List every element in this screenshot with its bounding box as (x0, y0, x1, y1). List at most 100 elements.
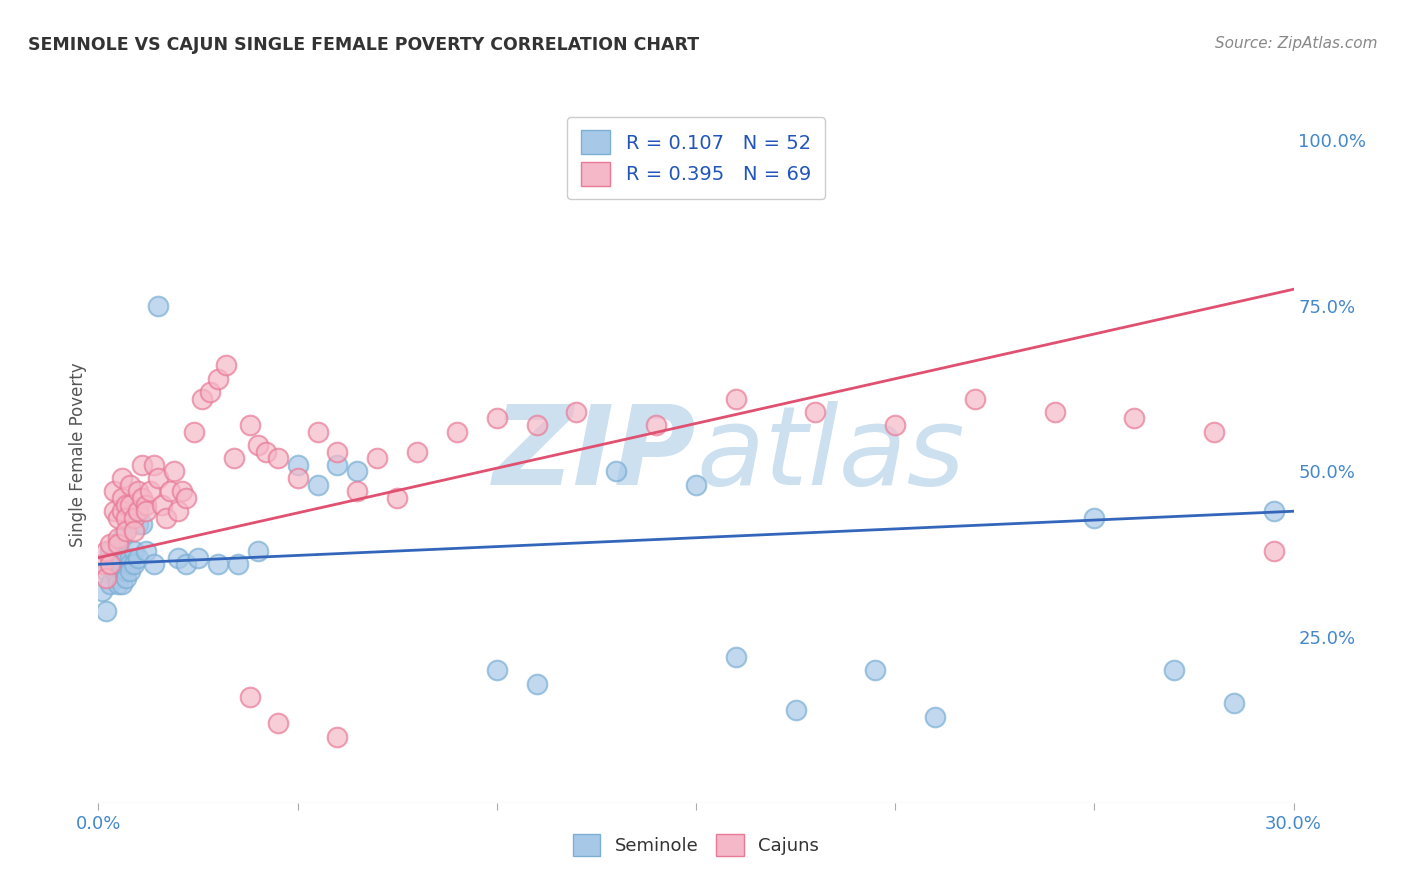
Point (124, 511, 146, 525)
Point (1202, 425, 1225, 439)
Point (963, 392, 986, 406)
Point (124, 524, 146, 538)
Point (645, 418, 668, 433)
Point (159, 484, 181, 499)
Point (785, 703, 807, 717)
Point (98, 577, 122, 591)
Point (111, 564, 134, 578)
Point (267, 716, 290, 731)
Point (307, 477, 329, 491)
Point (115, 511, 138, 525)
Point (103, 550, 125, 565)
Point (115, 550, 138, 565)
Point (724, 650, 747, 665)
Point (307, 425, 329, 439)
Text: atlas: atlas (696, 401, 965, 508)
Point (1123, 411, 1146, 425)
Point (143, 558, 166, 572)
Point (167, 550, 190, 565)
Point (226, 558, 249, 572)
Point (111, 504, 134, 518)
Point (96, 570, 118, 584)
Point (485, 663, 508, 677)
Point (120, 477, 142, 491)
Point (91, 583, 114, 598)
Point (107, 570, 129, 584)
Point (131, 491, 153, 505)
Point (485, 411, 508, 425)
Point (326, 444, 349, 458)
Legend: Seminole, Cajuns: Seminole, Cajuns (565, 827, 827, 863)
Point (174, 491, 197, 505)
Point (96, 604, 118, 618)
Point (103, 484, 125, 499)
Point (215, 359, 238, 373)
Point (239, 690, 262, 704)
Point (115, 498, 138, 512)
Point (107, 531, 129, 545)
Point (111, 491, 134, 505)
Point (127, 517, 149, 532)
Point (143, 458, 166, 472)
Point (1083, 511, 1105, 525)
Point (98, 558, 122, 572)
Point (135, 498, 157, 512)
Point (865, 663, 887, 677)
Point (924, 709, 946, 723)
Point (107, 537, 129, 551)
Point (385, 491, 409, 505)
Point (96, 544, 118, 558)
Point (804, 405, 827, 419)
Point (198, 384, 221, 399)
Point (120, 550, 142, 565)
Point (131, 517, 153, 532)
Point (98, 544, 122, 558)
Point (96, 564, 118, 578)
Point (120, 498, 142, 512)
Point (98, 558, 122, 572)
Point (148, 299, 170, 313)
Point (724, 392, 747, 406)
Point (111, 531, 134, 545)
Point (267, 451, 290, 466)
Point (605, 465, 627, 479)
Point (98, 537, 122, 551)
Point (155, 511, 177, 525)
Point (884, 418, 907, 433)
Point (1043, 405, 1066, 419)
Point (446, 425, 468, 439)
Point (222, 451, 245, 466)
Point (346, 484, 368, 499)
Point (191, 392, 214, 406)
Point (246, 438, 269, 452)
Point (107, 511, 129, 525)
Point (124, 558, 146, 572)
Point (120, 558, 142, 572)
Point (150, 498, 173, 512)
Point (91, 558, 114, 572)
Point (1263, 504, 1285, 518)
Point (366, 451, 388, 466)
Point (174, 558, 197, 572)
Point (1223, 697, 1246, 711)
Point (565, 405, 588, 419)
Point (526, 676, 548, 690)
Point (207, 372, 229, 386)
Point (183, 425, 205, 439)
Point (103, 564, 125, 578)
Y-axis label: Single Female Poverty: Single Female Poverty (69, 363, 87, 547)
Point (526, 418, 548, 433)
Point (207, 558, 229, 572)
Point (111, 577, 134, 591)
Point (1263, 544, 1285, 558)
Point (107, 577, 129, 591)
Point (115, 564, 138, 578)
Text: Source: ZipAtlas.com: Source: ZipAtlas.com (1215, 36, 1378, 51)
Point (124, 544, 146, 558)
Text: ZIP: ZIP (492, 401, 696, 508)
Point (115, 570, 138, 584)
Point (115, 524, 138, 538)
Point (111, 471, 134, 485)
Point (131, 458, 153, 472)
Point (239, 418, 262, 433)
